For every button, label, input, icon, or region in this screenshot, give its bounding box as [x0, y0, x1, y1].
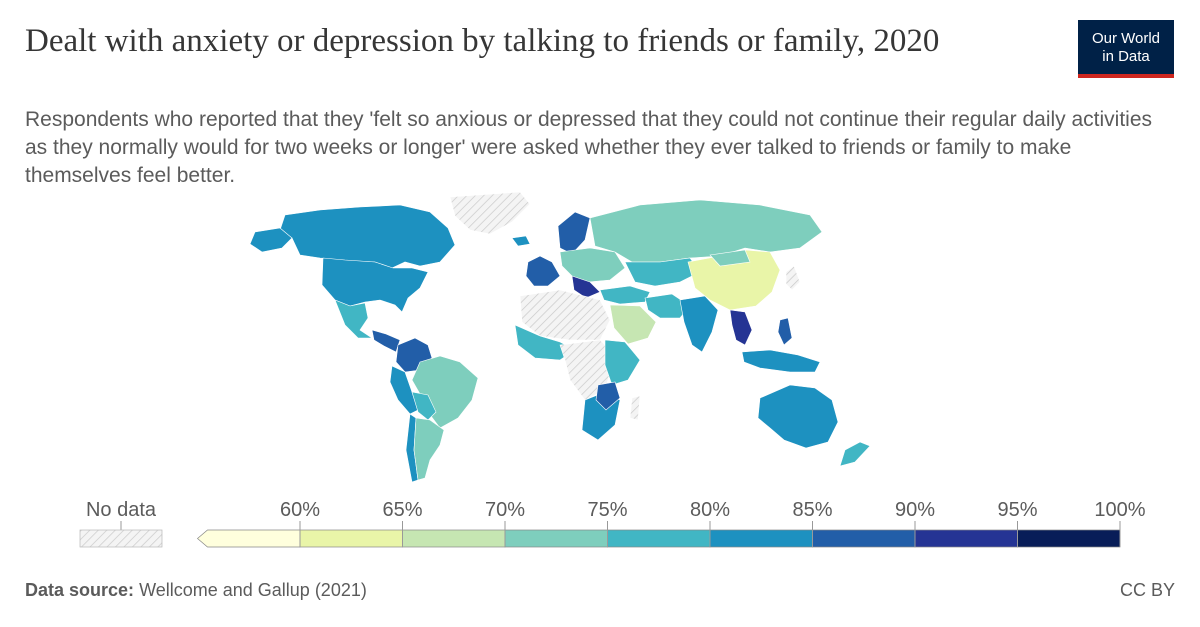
region-iceland [511, 235, 531, 247]
region-australia [757, 384, 839, 449]
legend-tick-label: 85% [792, 499, 832, 521]
region-greenland [449, 191, 531, 235]
logo-line-1: Our World [1091, 30, 1161, 47]
region-saudi-arabia [609, 304, 657, 345]
chart-subtitle: Respondents who reported that they 'felt… [25, 108, 1153, 187]
no-data-legend: No data [79, 499, 163, 548]
region-argentina [413, 417, 445, 481]
region-eastern-europe [559, 247, 626, 283]
no-data-label: No data [86, 499, 157, 521]
region-mexico [334, 299, 373, 339]
region-india [679, 295, 719, 353]
source-label: Data source: [25, 580, 135, 600]
legend-bin-below[interactable] [196, 529, 301, 548]
legend-bin[interactable] [914, 529, 1018, 548]
license[interactable]: CC BY [1119, 580, 1175, 600]
legend-tick-label: 95% [997, 499, 1037, 521]
region-new-zealand [839, 441, 871, 467]
region-mozambique [595, 381, 621, 411]
legend-tick-label: 75% [587, 499, 627, 521]
legend-tick-label: 70% [485, 499, 525, 521]
region-southeast-asia [729, 309, 753, 346]
legend-bin[interactable] [709, 529, 813, 548]
region-central-america [371, 329, 401, 353]
region-japan [785, 265, 801, 291]
region-philippines [777, 317, 793, 346]
region-east-africa [604, 339, 641, 386]
region-iran [644, 293, 691, 319]
legend-bin[interactable] [607, 529, 711, 548]
source-text[interactable]: Wellcome and Gallup (2021) [139, 580, 367, 600]
legend-bin[interactable] [402, 529, 506, 548]
legend-tick-label: 90% [895, 499, 935, 521]
logo-line-2: in Data [1102, 48, 1150, 65]
legend-ticks: 60% 65% 70% 75% 80% 85% 90% 95% 100% [280, 499, 1146, 547]
owid-logo[interactable]: Our World in Data [1078, 20, 1174, 78]
region-madagascar [629, 395, 641, 421]
legend-tick-label: 60% [280, 499, 320, 521]
region-peru [389, 365, 419, 415]
data-source: Data source: Wellcome and Gallup (2021) [25, 580, 367, 601]
legend-bin[interactable] [812, 529, 916, 548]
region-canada [279, 204, 456, 269]
legend-tick-label: 80% [690, 499, 730, 521]
region-alaska [249, 227, 293, 253]
legend-bin[interactable] [1017, 529, 1121, 548]
chart-title: Dealt with anxiety or depression by talk… [25, 23, 940, 59]
region-balkans [571, 275, 601, 299]
region-scandinavia [557, 211, 591, 255]
region-western-europe [525, 255, 561, 287]
legend-bin[interactable] [299, 529, 403, 548]
legend-bins [196, 529, 1121, 548]
no-data-swatch [79, 529, 163, 548]
region-turkey [599, 285, 651, 305]
region-bolivia [411, 391, 437, 421]
legend-bin[interactable] [504, 529, 608, 548]
legend-tick-label: 100% [1094, 499, 1145, 521]
region-central-asia [624, 257, 701, 287]
legend-tick-label: 65% [382, 499, 422, 521]
region-russia [589, 199, 823, 263]
region-indonesia [741, 349, 821, 373]
region-mongolia [709, 249, 751, 267]
